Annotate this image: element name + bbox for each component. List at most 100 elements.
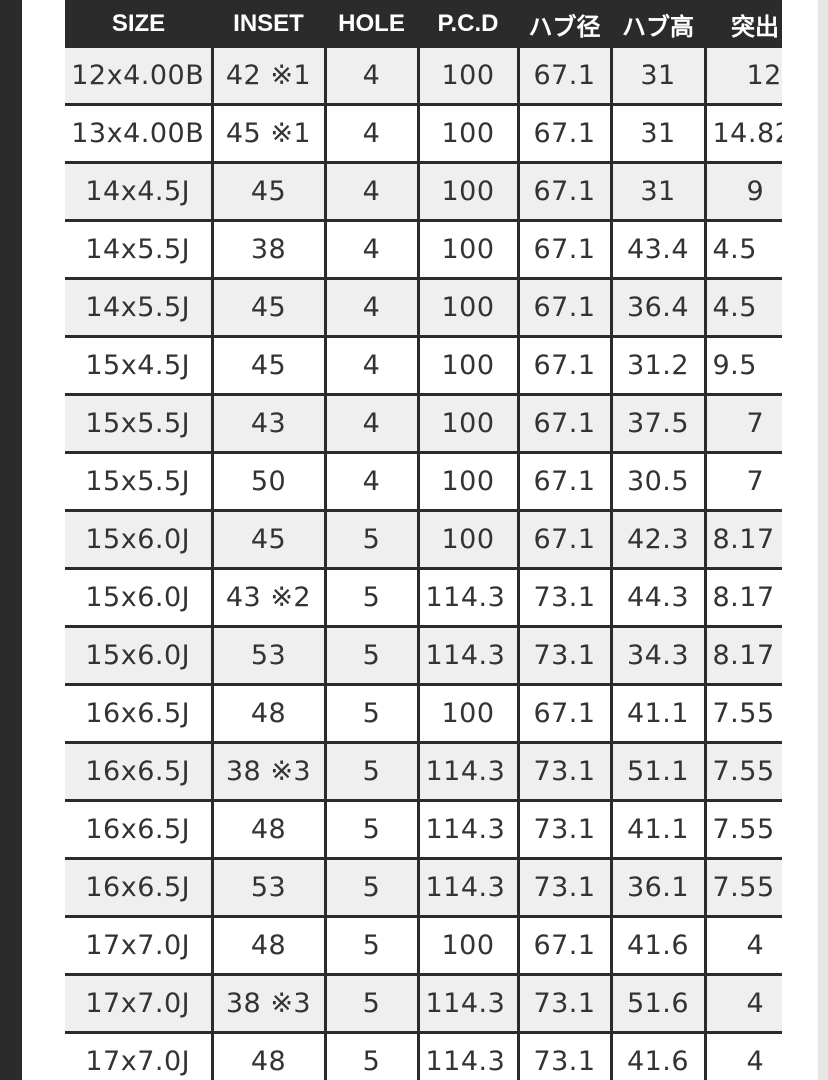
left-dark-border [0, 0, 22, 1080]
cell-hole: 5 [323, 510, 420, 570]
cell-inset: 48 [210, 916, 327, 976]
table-row: 14x5.5J 38 4 100 67.1 43.4 4.5 [65, 220, 782, 280]
cell-pcd: 100 [416, 684, 520, 744]
cell-size: 17x7.0J [65, 974, 214, 1034]
cell-size: 14x4.5J [65, 162, 214, 222]
cell-size: 15x5.5J [65, 394, 214, 454]
table-row: 14x5.5J 45 4 100 67.1 36.4 4.5 [65, 278, 782, 338]
cell-size: 15x4.5J [65, 336, 214, 396]
cell-pcd: 100 [416, 394, 520, 454]
table-row: 16x6.5J 38 ※3 5 114.3 73.1 51.1 7.55 [65, 742, 782, 802]
table-row: 17x7.0J 48 5 114.3 73.1 41.6 4 [65, 1032, 782, 1080]
cell-inset: 53 [210, 626, 327, 686]
cell-pcd: 114.3 [416, 800, 520, 860]
cell-protrusion: 7.55 [703, 858, 782, 918]
cell-hub-diameter: 73.1 [516, 626, 613, 686]
cell-inset: 43 [210, 394, 327, 454]
cell-hub-height: 41.6 [609, 1032, 707, 1080]
cell-protrusion: 7.55 [703, 800, 782, 860]
cell-pcd: 100 [416, 162, 520, 222]
cell-inset: 42 ※1 [210, 48, 327, 106]
cell-size: 14x5.5J [65, 220, 214, 280]
cell-protrusion: 7.55 [703, 742, 782, 802]
cell-protrusion: 4 [703, 1032, 782, 1080]
cell-inset: 45 ※1 [210, 104, 327, 164]
cell-hub-height: 51.1 [609, 742, 707, 802]
cell-hub-height: 34.3 [609, 626, 707, 686]
cell-pcd: 114.3 [416, 974, 520, 1034]
cell-hub-height: 37.5 [609, 394, 707, 454]
cell-hole: 5 [323, 858, 420, 918]
wheel-spec-table: SIZE INSET HOLE P.C.D ハブ径 ハブ高 突出 12x4.00B 42 ※1… [65, 0, 782, 1080]
column-header-hub-diameter: ハブ径 [518, 0, 611, 48]
cell-pcd: 100 [416, 510, 520, 570]
cell-size: 16x6.5J [65, 684, 214, 744]
cell-hole: 5 [323, 800, 420, 860]
cell-size: 15x6.0J [65, 510, 214, 570]
cell-hub-diameter: 67.1 [516, 220, 613, 280]
table-row: 17x7.0J 48 5 100 67.1 41.6 4 [65, 916, 782, 976]
cell-hole: 5 [323, 742, 420, 802]
column-header-hub-height: ハブ高 [611, 0, 705, 48]
cell-inset: 38 [210, 220, 327, 280]
cell-hole: 4 [323, 452, 420, 512]
cell-hole: 4 [323, 48, 420, 106]
cell-inset: 48 [210, 800, 327, 860]
header-row: SIZE INSET HOLE P.C.D ハブ径 ハブ高 突出 [65, 0, 782, 48]
cell-hub-height: 31 [609, 104, 707, 164]
column-header-hole: HOLE [325, 0, 418, 48]
cell-hub-height: 31.2 [609, 336, 707, 396]
cell-protrusion: 4 [703, 974, 782, 1034]
cell-hole: 5 [323, 568, 420, 628]
cell-hole: 4 [323, 220, 420, 280]
cell-inset: 48 [210, 684, 327, 744]
cell-hole: 4 [323, 278, 420, 338]
column-header-size: SIZE [65, 0, 212, 48]
cell-inset: 45 [210, 162, 327, 222]
cell-hub-diameter: 67.1 [516, 162, 613, 222]
cell-protrusion: 9 [703, 162, 782, 222]
cell-pcd: 114.3 [416, 626, 520, 686]
cell-hub-height: 42.3 [609, 510, 707, 570]
cell-size: 16x6.5J [65, 800, 214, 860]
cell-hub-diameter: 67.1 [516, 336, 613, 396]
table-row: 16x6.5J 48 5 114.3 73.1 41.1 7.55 [65, 800, 782, 860]
cell-hole: 4 [323, 162, 420, 222]
cell-protrusion: 4.5 [703, 220, 782, 280]
cell-hub-height: 36.4 [609, 278, 707, 338]
cell-inset: 38 ※3 [210, 974, 327, 1034]
table-row: 15x6.0J 43 ※2 5 114.3 73.1 44.3 8.17 [65, 568, 782, 628]
cell-inset: 45 [210, 278, 327, 338]
cell-pcd: 100 [416, 220, 520, 280]
cell-inset: 43 ※2 [210, 568, 327, 628]
cell-pcd: 100 [416, 104, 520, 164]
cell-protrusion: 8.17 [703, 568, 782, 628]
table-row: 15x4.5J 45 4 100 67.1 31.2 9.5 [65, 336, 782, 396]
cell-hole: 4 [323, 336, 420, 396]
cell-size: 14x5.5J [65, 278, 214, 338]
cell-hub-diameter: 67.1 [516, 684, 613, 744]
cell-hub-diameter: 73.1 [516, 858, 613, 918]
cell-hole: 5 [323, 684, 420, 744]
cell-hub-diameter: 73.1 [516, 974, 613, 1034]
cell-hub-diameter: 73.1 [516, 742, 613, 802]
cell-protrusion: 12 [703, 48, 782, 106]
cell-protrusion: 7.55 [703, 684, 782, 744]
cell-hub-diameter: 73.1 [516, 1032, 613, 1080]
cell-size: 17x7.0J [65, 916, 214, 976]
cell-inset: 50 [210, 452, 327, 512]
cell-hub-height: 31 [609, 48, 707, 106]
cell-inset: 45 [210, 336, 327, 396]
table-row: 17x7.0J 38 ※3 5 114.3 73.1 51.6 4 [65, 974, 782, 1034]
cell-pcd: 100 [416, 452, 520, 512]
cell-pcd: 114.3 [416, 568, 520, 628]
column-header-pcd: P.C.D [418, 0, 518, 48]
cell-size: 15x6.0J [65, 626, 214, 686]
cell-hub-height: 41.1 [609, 800, 707, 860]
cell-inset: 38 ※3 [210, 742, 327, 802]
right-border [818, 0, 828, 1080]
cell-hub-height: 44.3 [609, 568, 707, 628]
cell-pcd: 114.3 [416, 742, 520, 802]
cell-protrusion: 8.17 [703, 510, 782, 570]
